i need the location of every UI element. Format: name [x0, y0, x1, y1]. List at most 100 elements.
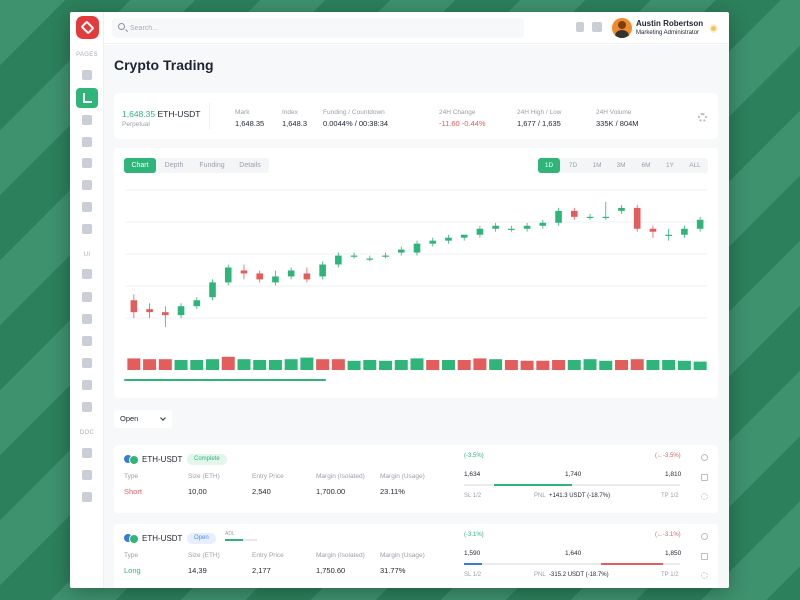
candle[interactable]	[460, 234, 468, 241]
candle[interactable]	[539, 219, 547, 229]
candle[interactable]	[665, 228, 672, 241]
sidebar-docs-icon[interactable]	[82, 492, 92, 502]
candle-body	[492, 225, 499, 229]
candle-body	[350, 255, 358, 257]
candle-body	[413, 243, 421, 253]
candle[interactable]	[508, 225, 515, 232]
candle[interactable]	[130, 294, 138, 319]
sl-count[interactable]: SL 1/2	[464, 572, 482, 578]
candle[interactable]	[586, 213, 594, 220]
eth-usdt-coin-icon	[124, 534, 139, 544]
candle[interactable]	[287, 267, 295, 280]
gear-icon[interactable]	[698, 113, 707, 122]
settings-icon[interactable]	[701, 493, 708, 500]
chart-scrollbar[interactable]	[124, 379, 326, 381]
candle[interactable]	[492, 222, 499, 232]
eth-usdt-coin-icon	[124, 455, 139, 465]
status-filter-select[interactable]: Open	[114, 410, 172, 428]
eye-icon[interactable]	[701, 533, 708, 540]
candle[interactable]	[350, 252, 358, 259]
ticker-pair[interactable]: 1,648.35 ETH-USDT	[122, 109, 200, 119]
sidebar-file-icon[interactable]	[82, 115, 92, 125]
candle[interactable]	[224, 264, 232, 286]
sidebar-table-icon[interactable]	[82, 336, 92, 346]
avatar[interactable]	[612, 18, 632, 38]
candle-body	[523, 225, 531, 229]
timeframe-1y[interactable]: 1Y	[666, 162, 674, 169]
timeframe-1m[interactable]: 1M	[592, 162, 602, 169]
sidebar-dashboard-icon[interactable]	[82, 70, 92, 80]
inbox-icon[interactable]	[592, 22, 602, 32]
candle-body	[130, 300, 138, 313]
candle[interactable]	[681, 225, 688, 238]
candle[interactable]	[696, 216, 704, 232]
eye-icon[interactable]	[701, 454, 708, 461]
timeframe-6m[interactable]: 6M	[641, 162, 651, 169]
candle[interactable]	[570, 207, 578, 220]
candle[interactable]	[146, 303, 153, 319]
adl-indicator	[225, 539, 257, 541]
external-link-icon[interactable]	[701, 474, 708, 481]
candle[interactable]	[335, 252, 342, 268]
candle[interactable]	[445, 234, 452, 244]
sidebar-settings-icon[interactable]	[82, 380, 92, 390]
tab-chart[interactable]: Chart	[124, 158, 156, 173]
external-link-icon[interactable]	[701, 553, 708, 560]
candle[interactable]	[397, 246, 405, 256]
position-entry-price: Entry Price 2,177	[252, 552, 284, 575]
sidebar-message-icon[interactable]	[82, 470, 92, 480]
user-name[interactable]: Austin Robertson	[636, 19, 704, 28]
candle[interactable]	[382, 252, 389, 259]
brand-logo[interactable]	[76, 16, 99, 39]
timeframe-all[interactable]: ALL	[689, 162, 701, 169]
position-entry-price: Entry Price 2,540	[252, 473, 284, 496]
candle[interactable]	[649, 225, 657, 238]
microphone-icon[interactable]	[576, 22, 584, 32]
tp-count[interactable]: TP 1/2	[661, 572, 679, 578]
sidebar-trading-icon[interactable]	[76, 88, 98, 108]
search-input[interactable]	[130, 21, 510, 35]
timeframe-7d[interactable]: 7D	[568, 162, 578, 169]
sidebar-user-icon[interactable]	[82, 269, 92, 279]
candle[interactable]	[193, 297, 201, 310]
candle[interactable]	[366, 255, 374, 262]
tp-count[interactable]: TP 1/2	[661, 493, 679, 499]
sl-count[interactable]: SL 1/2	[464, 493, 482, 499]
candle[interactable]	[555, 207, 562, 226]
candle[interactable]	[429, 237, 437, 247]
sidebar-filter-icon[interactable]	[82, 202, 92, 212]
sidebar-coin-icon[interactable]	[82, 224, 92, 234]
candle[interactable]	[256, 270, 264, 283]
candle[interactable]	[476, 225, 484, 238]
candle[interactable]	[177, 303, 185, 319]
timeframe-3m[interactable]: 3M	[616, 162, 626, 169]
candle[interactable]	[618, 204, 625, 214]
timeframe-1d[interactable]: 1D	[538, 158, 560, 173]
candle[interactable]	[272, 270, 279, 286]
candle[interactable]	[162, 306, 169, 328]
candle[interactable]	[633, 204, 641, 232]
sidebar-bell-icon[interactable]	[82, 448, 92, 458]
sidebar-layout-icon[interactable]	[82, 292, 92, 302]
settings-icon[interactable]	[701, 572, 708, 579]
tab-funding[interactable]: Funding	[199, 162, 225, 169]
candle[interactable]	[209, 279, 216, 301]
candle[interactable]	[319, 261, 326, 280]
sidebar-building-icon[interactable]	[82, 358, 92, 368]
candle[interactable]	[413, 240, 421, 256]
candle[interactable]	[240, 264, 248, 280]
tab-depth[interactable]: Depth	[164, 162, 184, 169]
sidebar-wallet-icon[interactable]	[82, 137, 92, 147]
level-mid: 1,640	[565, 550, 582, 557]
candle[interactable]	[523, 222, 531, 232]
timeframe-group	[538, 158, 708, 173]
tab-details[interactable]: Details	[239, 162, 261, 169]
candle[interactable]	[303, 267, 311, 283]
candle-body	[177, 306, 185, 316]
candle[interactable]	[602, 201, 610, 220]
candle-body	[445, 237, 452, 241]
sidebar-chart-icon[interactable]	[82, 314, 92, 324]
sidebar-copy-icon[interactable]	[82, 402, 92, 412]
sidebar-shield-icon[interactable]	[82, 158, 92, 168]
sidebar-card-icon[interactable]	[82, 180, 92, 190]
